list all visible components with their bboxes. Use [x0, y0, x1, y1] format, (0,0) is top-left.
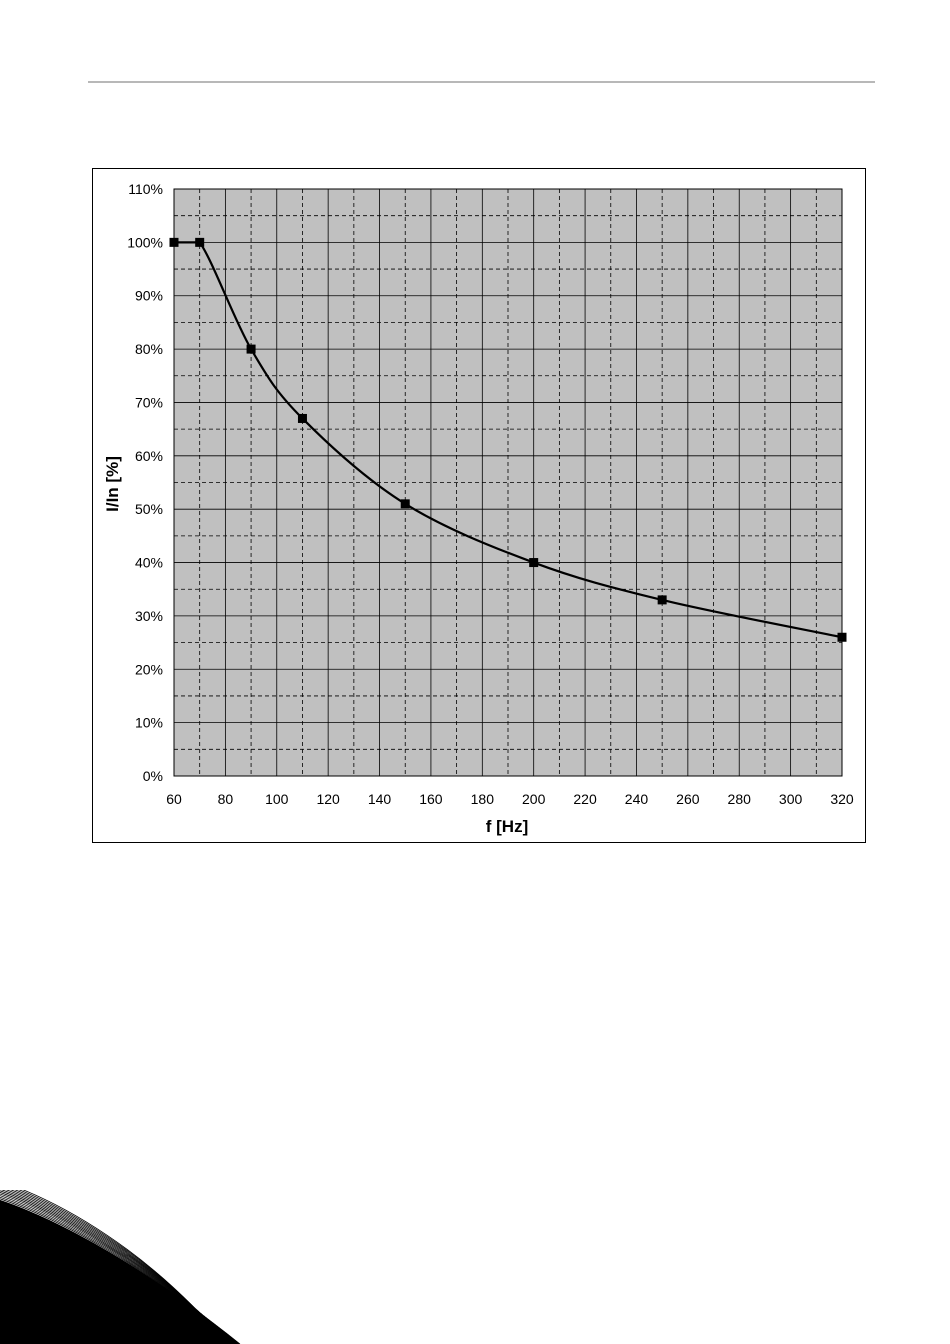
y-axis-label: I/In [%] — [103, 456, 122, 512]
y-tick-label: 90% — [135, 288, 163, 304]
series-line — [169, 237, 847, 642]
data-point-marker — [400, 499, 410, 509]
x-tick-label: 80 — [218, 791, 234, 807]
chart-frame: 0% 10% 20% 30% 40% 50% 60% 70% 80% 90% 100% 110% 60… — [92, 168, 866, 843]
x-tick-label: 120 — [316, 791, 340, 807]
y-tick-label: 10% — [135, 715, 163, 731]
swoosh-hatch-line — [22, 1190, 228, 1344]
y-tick-labels: 0% 10% 20% 30% 40% 50% 60% 70% 80% 90% 100% 110% — [127, 181, 163, 784]
data-point-marker — [837, 632, 847, 642]
y-tick-label: 100% — [127, 234, 163, 250]
plot-border — [173, 188, 843, 777]
data-point-marker — [529, 558, 539, 568]
corner-swoosh-shape — [0, 1200, 240, 1344]
y-tick-label: 20% — [135, 661, 163, 677]
x-tick-label: 280 — [728, 791, 752, 807]
y-tick-label: 30% — [135, 608, 163, 624]
x-tick-label: 220 — [573, 791, 597, 807]
y-tick-label: 50% — [135, 501, 163, 517]
header-rule — [88, 81, 875, 83]
x-tick-label: 160 — [419, 791, 443, 807]
y-tick-label: 80% — [135, 341, 163, 357]
y-tick-label: 60% — [135, 448, 163, 464]
x-tick-label: 140 — [368, 791, 392, 807]
data-point-marker — [195, 237, 205, 247]
x-tick-label: 260 — [676, 791, 700, 807]
corner-swoosh-graphic — [0, 1190, 241, 1344]
y-tick-label: 70% — [135, 394, 163, 410]
x-tick-label: 60 — [166, 791, 182, 807]
x-tick-label: 100 — [265, 791, 289, 807]
y-tick-label: 110% — [128, 181, 163, 197]
y-tick-label: 40% — [135, 555, 163, 571]
x-tick-label: 320 — [830, 791, 854, 807]
data-point-marker — [246, 344, 256, 354]
y-tick-label: 0% — [143, 768, 163, 784]
chart: 0% 10% 20% 30% 40% 50% 60% 70% 80% 90% 100% 110% 60… — [103, 181, 854, 836]
x-tick-label: 240 — [625, 791, 649, 807]
data-point-marker — [169, 237, 179, 247]
data-point-marker — [297, 413, 307, 423]
x-tick-label: 200 — [522, 791, 546, 807]
x-tick-label: 300 — [779, 791, 803, 807]
x-tick-labels: 60 80 100 120 140 160 180 200 220 240 260 280 300 320 — [166, 791, 854, 807]
x-tick-label: 180 — [471, 791, 495, 807]
x-axis-label: f [Hz] — [486, 817, 528, 836]
data-point-marker — [657, 595, 667, 605]
